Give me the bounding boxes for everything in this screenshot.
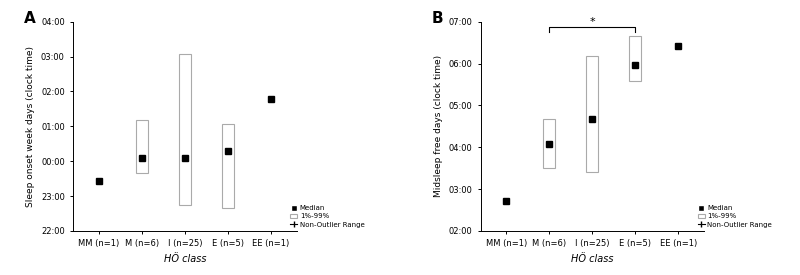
Text: A: A: [24, 11, 36, 26]
Bar: [179, 54, 191, 205]
Legend: Median, 1%-99%, Non-Outlier Range: Median, 1%-99%, Non-Outlier Range: [698, 205, 772, 227]
Text: *: *: [590, 17, 595, 27]
Bar: [136, 120, 148, 173]
Bar: [586, 56, 598, 172]
Bar: [222, 123, 234, 208]
Y-axis label: Midsleep free days (clock time): Midsleep free days (clock time): [434, 55, 442, 197]
Legend: Median, 1%-99%, Non-Outlier Range: Median, 1%-99%, Non-Outlier Range: [290, 205, 365, 227]
Text: B: B: [431, 11, 443, 26]
Bar: [543, 119, 555, 168]
Bar: [630, 35, 642, 81]
X-axis label: HÖ class: HÖ class: [571, 254, 614, 264]
Y-axis label: Sleep onset week days (clock time): Sleep onset week days (clock time): [26, 46, 35, 207]
X-axis label: HÖ class: HÖ class: [163, 254, 206, 264]
